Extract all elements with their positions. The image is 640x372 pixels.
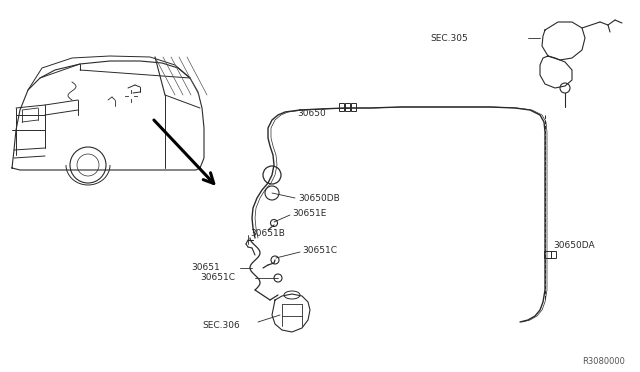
Text: 30651: 30651	[191, 263, 220, 273]
Bar	[339, 103, 344, 111]
Bar	[544, 251, 551, 258]
Text: 30650: 30650	[297, 109, 326, 118]
Text: 30650DB: 30650DB	[298, 193, 340, 202]
Text: 30651C: 30651C	[302, 246, 337, 254]
Text: SEC.306: SEC.306	[202, 321, 240, 330]
Bar	[351, 103, 356, 111]
Text: 30650DA: 30650DA	[553, 241, 595, 250]
Text: 30651B: 30651B	[250, 228, 285, 237]
Text: 30651E: 30651E	[292, 208, 326, 218]
Text: SEC.305: SEC.305	[430, 33, 468, 42]
Bar	[345, 103, 350, 111]
Text: R3080000: R3080000	[582, 357, 625, 366]
Bar	[551, 251, 556, 258]
Text: 30651C: 30651C	[200, 273, 235, 282]
